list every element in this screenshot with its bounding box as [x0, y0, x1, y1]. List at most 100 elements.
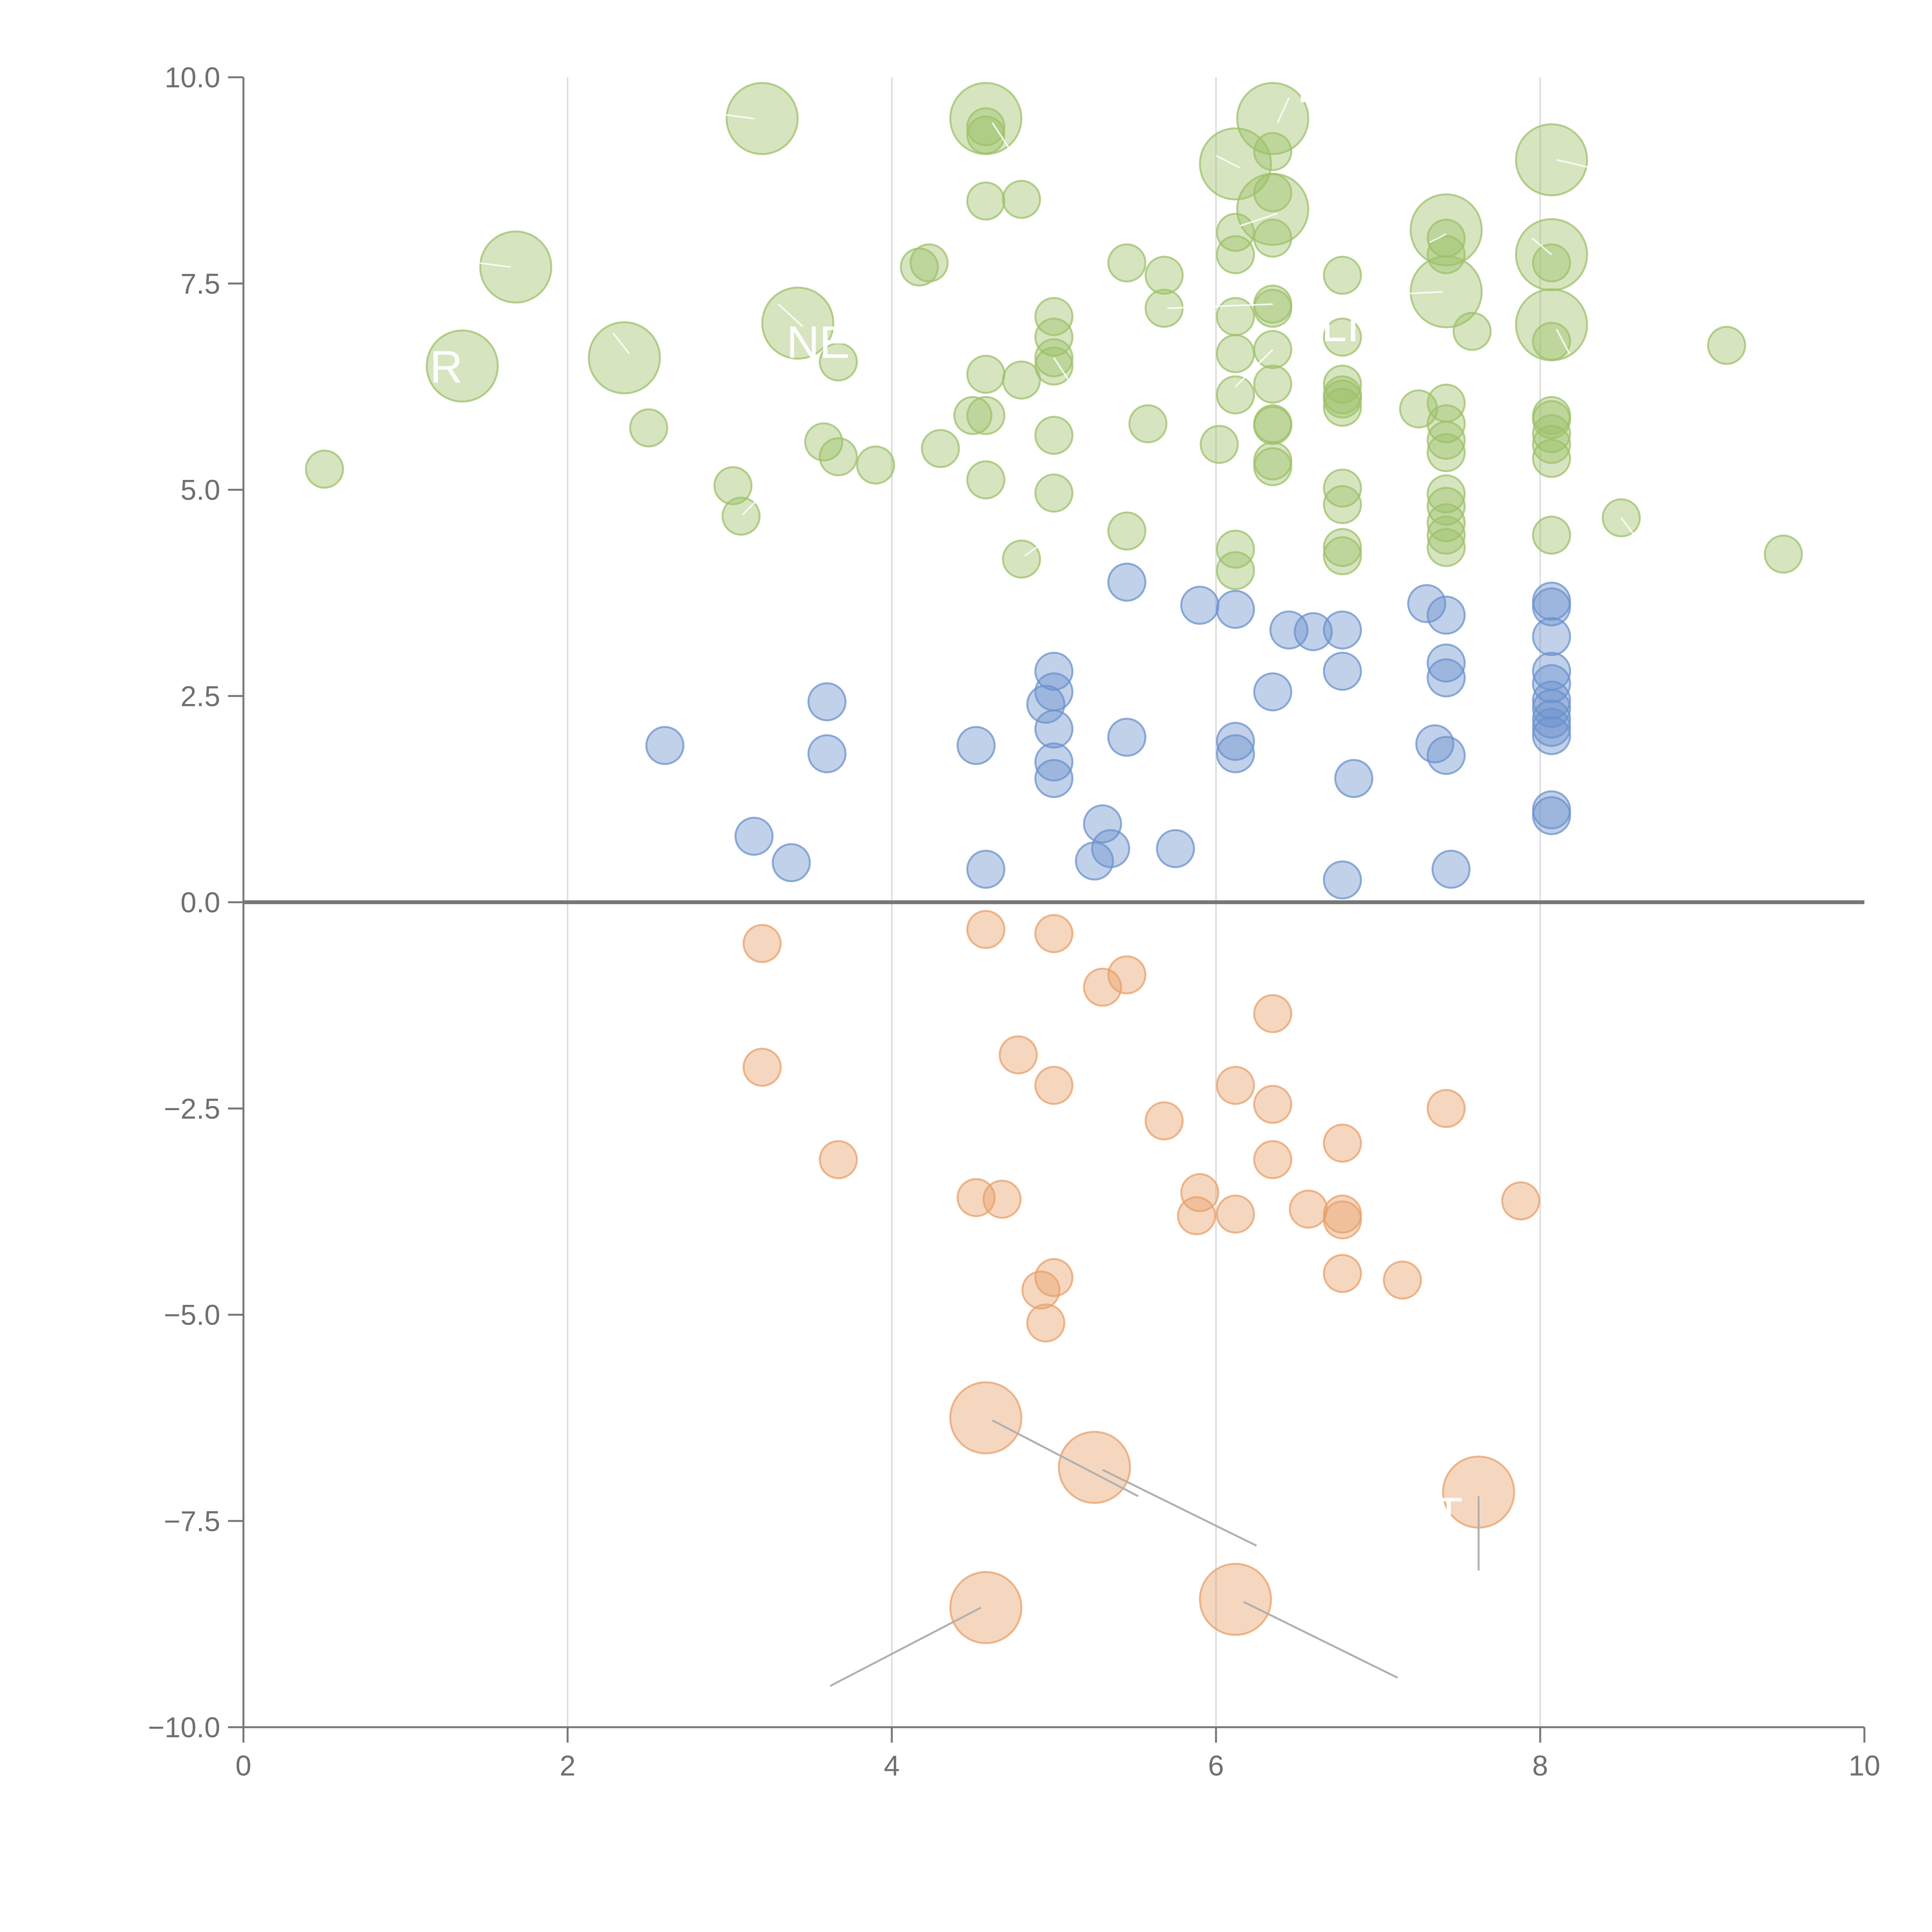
data-point — [1532, 439, 1571, 478]
data-point — [1427, 486, 1466, 526]
y-tick-label: 2.5 — [180, 680, 220, 712]
data-point — [1427, 643, 1466, 683]
leader-line — [1556, 328, 1570, 354]
data-point — [1323, 610, 1362, 650]
data-point — [1034, 672, 1073, 712]
annotation-label: R — [430, 342, 463, 393]
leader-line — [1053, 357, 1071, 383]
data-point — [1128, 404, 1168, 444]
data-point — [1034, 742, 1073, 782]
data-point — [1107, 563, 1146, 602]
leader-line — [1556, 159, 1592, 169]
x-tick-label: 6 — [1208, 1750, 1224, 1782]
data-point — [1253, 994, 1293, 1033]
data-point — [1323, 1254, 1362, 1293]
data-point — [909, 243, 949, 282]
data-point — [966, 181, 1005, 221]
data-point — [479, 230, 553, 304]
data-point — [1075, 841, 1114, 881]
data-point — [1034, 759, 1073, 798]
leader-line — [1621, 517, 1635, 536]
data-point — [1002, 539, 1041, 579]
data-point — [1083, 968, 1122, 1007]
data-point — [1253, 406, 1293, 445]
data-point — [1199, 425, 1239, 464]
data-point — [1236, 82, 1310, 155]
data-point — [713, 466, 753, 505]
leader-line — [742, 497, 760, 515]
leader-line — [1235, 349, 1274, 388]
data-point — [1427, 658, 1466, 697]
data-point — [949, 1571, 1022, 1644]
leader-line — [1216, 155, 1241, 169]
data-point — [1427, 235, 1466, 274]
data-point — [1415, 724, 1454, 764]
data-point — [1180, 585, 1219, 625]
data-point — [1002, 361, 1041, 400]
data-point — [1427, 528, 1466, 567]
y-tick-label: 7.5 — [180, 268, 220, 300]
data-point — [772, 843, 811, 883]
leader-line — [1167, 303, 1273, 309]
data-point — [1532, 716, 1571, 755]
data-point — [921, 429, 960, 468]
data-point — [1034, 416, 1073, 455]
data-point — [734, 816, 774, 856]
data-point — [1427, 595, 1466, 635]
data-point — [856, 445, 895, 485]
data-point — [1002, 180, 1041, 219]
data-point — [1216, 529, 1255, 569]
data-point — [956, 726, 996, 765]
data-point — [819, 342, 858, 382]
data-point — [1427, 474, 1466, 514]
data-point — [998, 1035, 1038, 1075]
data-point — [1107, 511, 1146, 551]
data-point — [1532, 321, 1571, 361]
data-point — [742, 1048, 782, 1087]
leader-line — [1429, 233, 1447, 243]
data-point — [819, 437, 858, 476]
data-point — [1156, 829, 1195, 868]
data-point — [629, 408, 668, 447]
data-point — [1323, 379, 1362, 419]
data-point — [1216, 297, 1255, 336]
data-point — [1145, 1101, 1184, 1141]
data-point — [1253, 218, 1293, 258]
data-point — [1427, 515, 1466, 555]
data-point — [1034, 297, 1073, 336]
tick-labels: 10.0 7.5 5.0 2.5 0.0 −2.5 −5.0 −7.5 −10.0 0 2 4 6 8 10 — [148, 61, 1880, 1782]
leader-line — [1024, 540, 1046, 556]
data-point — [1323, 364, 1362, 404]
data-point — [1034, 1258, 1073, 1297]
data-point — [1107, 718, 1146, 757]
data-point — [1452, 312, 1492, 351]
y-tick-label: −5.0 — [164, 1299, 220, 1331]
data-point — [1764, 534, 1803, 574]
data-point — [1427, 433, 1466, 472]
data-point — [1532, 243, 1571, 282]
data-point — [966, 355, 1005, 394]
data-point — [1216, 235, 1255, 274]
data-point — [966, 107, 1005, 146]
data-point — [1216, 722, 1255, 761]
data-point — [1216, 1194, 1255, 1234]
data-point — [1294, 612, 1333, 651]
data-point — [1383, 1260, 1422, 1300]
data-point — [1407, 584, 1446, 623]
data-point — [1532, 707, 1571, 747]
data-point — [807, 734, 847, 774]
data-point — [1323, 318, 1362, 357]
data-point — [1058, 1430, 1131, 1504]
x-tick-label: 8 — [1532, 1750, 1548, 1782]
leader-line — [478, 262, 511, 268]
data-point — [949, 1381, 1022, 1454]
data-point — [1323, 528, 1362, 567]
data-point — [1180, 1173, 1219, 1213]
leader-line — [1531, 237, 1552, 255]
data-point — [953, 396, 993, 435]
leader-line — [612, 332, 630, 354]
data-point — [1427, 736, 1466, 775]
data-point — [1427, 1089, 1466, 1128]
data-point — [1323, 536, 1362, 575]
